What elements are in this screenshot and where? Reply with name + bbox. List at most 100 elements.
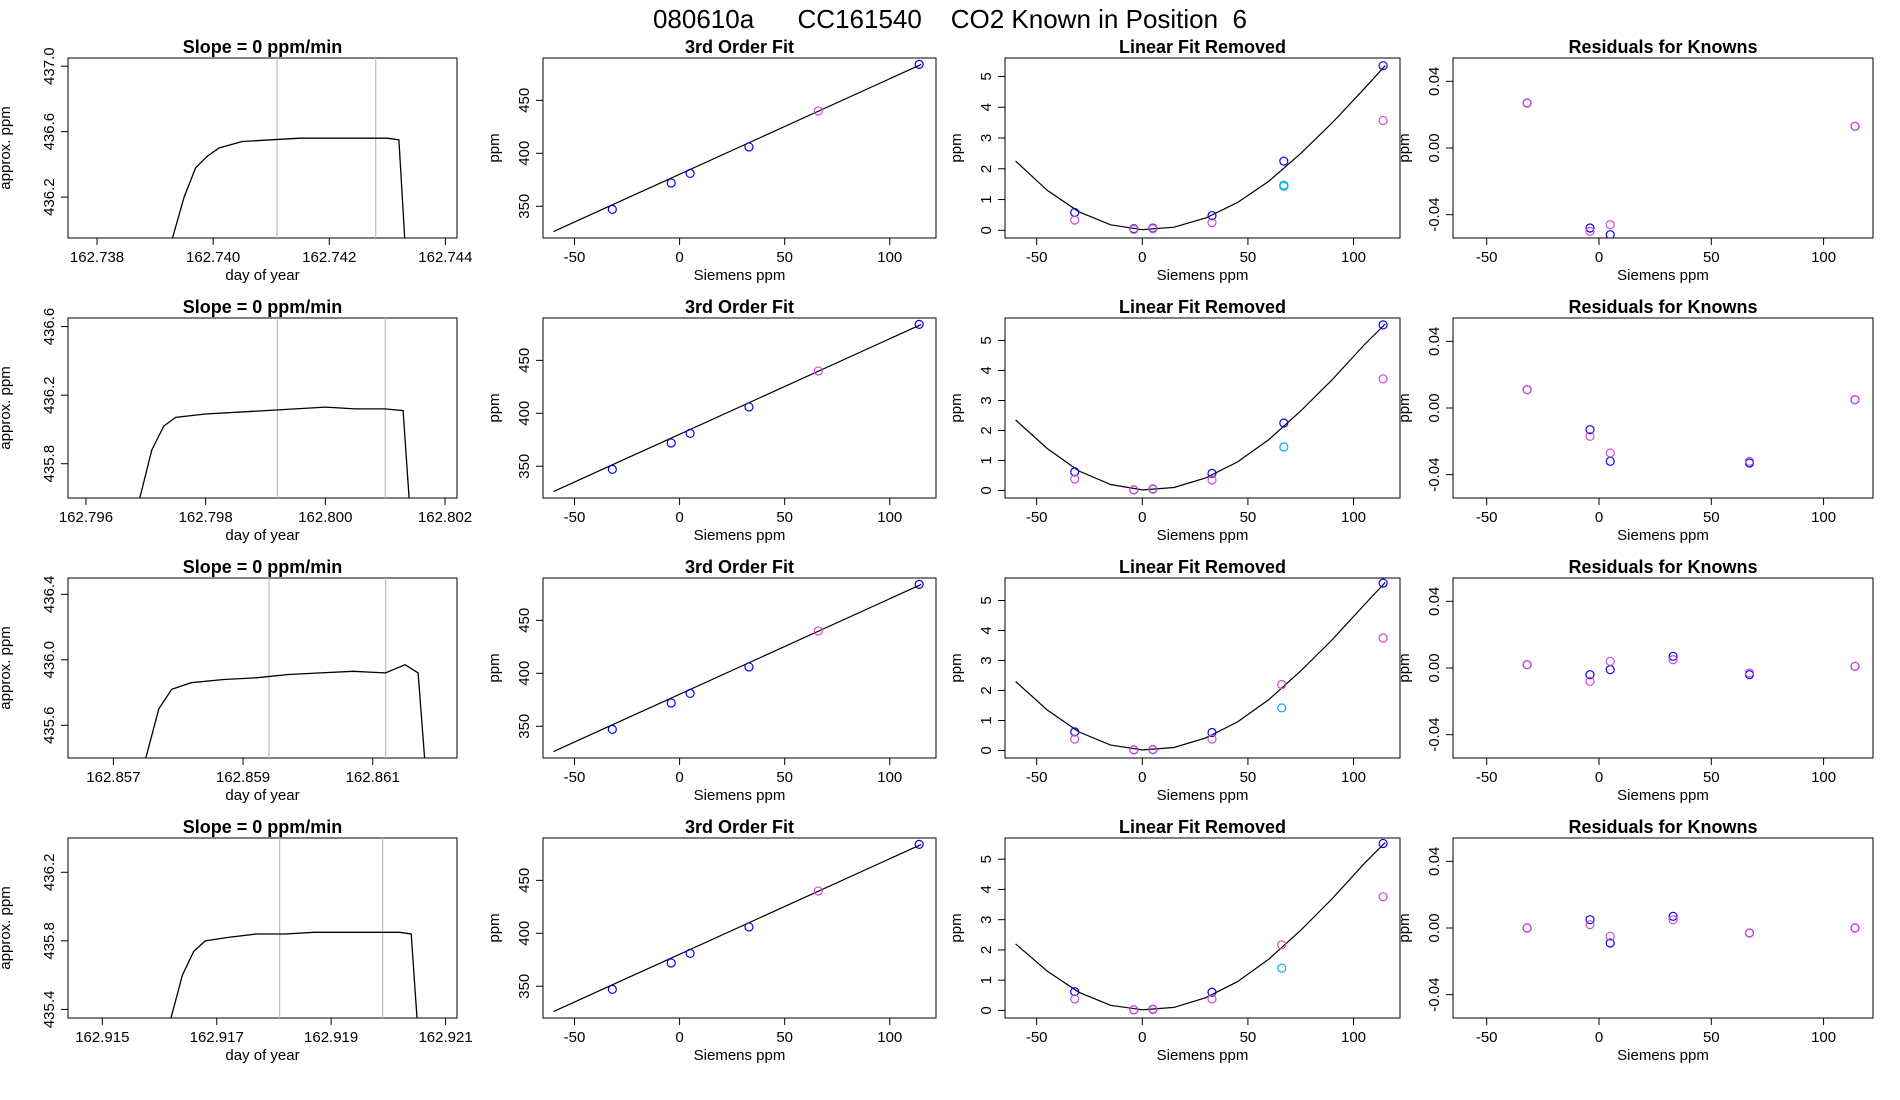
data-point-blue (914, 59, 924, 69)
data-point-blue (666, 438, 676, 448)
concentration-trace (145, 663, 426, 758)
x-tick-label: -50 (1476, 509, 1498, 526)
panel-r1-c4: Residuals for Knowns -50 0 50 100 Siemens ppm… (1396, 37, 1874, 284)
y-tick-label: 4 (978, 366, 995, 374)
x-tick-label: 50 (776, 769, 793, 786)
data-layer (1522, 98, 1860, 238)
fit-curve (553, 323, 922, 493)
data-point-magenta (1378, 892, 1388, 902)
x-tick-label: 0 (1138, 509, 1146, 526)
x-axis-label: day of year (225, 1047, 299, 1064)
y-tick-label: 0.00 (1426, 393, 1443, 422)
panel-title: Residuals for Knowns (1568, 817, 1757, 837)
x-axis-label: day of year (225, 527, 299, 544)
data-point-magenta (1605, 931, 1615, 941)
x-tick-label: 162.917 (190, 1029, 244, 1046)
y-tick-label: 436.2 (41, 178, 58, 216)
data-point-blue (1605, 665, 1615, 675)
data-point-blue (685, 948, 695, 959)
panel-title: Slope = 0 ppm/min (183, 557, 343, 577)
data-point-blue (1207, 987, 1217, 997)
y-tick-label: 0 (978, 746, 995, 754)
data-point-magenta (1744, 928, 1755, 938)
y-tick-label: 3 (978, 396, 995, 404)
y-axis-label: ppm (948, 133, 965, 162)
y-tick-label: -0.04 (1426, 718, 1443, 752)
data-point-blue (1378, 838, 1388, 849)
data-point-magenta (1148, 1004, 1158, 1015)
y-tick-label: 400 (516, 921, 533, 946)
data-point-magenta (1277, 940, 1287, 950)
y-tick-label: 436.6 (41, 113, 58, 151)
fit-curve (1015, 842, 1386, 1011)
x-axis-label: Siemens ppm (694, 267, 786, 284)
data-point-magenta (1668, 915, 1678, 925)
y-axis-label: ppm (1396, 913, 1413, 942)
data-point-magenta (1070, 474, 1080, 484)
y-tick-label: 0.04 (1426, 327, 1443, 356)
x-tick-label: 162.738 (70, 249, 124, 266)
data-point-blue (1668, 911, 1678, 921)
x-tick-label: 50 (1703, 769, 1720, 786)
y-tick-label: 2 (978, 426, 995, 434)
data-point-blue (1668, 651, 1678, 661)
x-axis-label: Siemens ppm (694, 527, 786, 544)
plot-frame (542, 57, 937, 239)
y-axis-label: approx. ppm (0, 886, 14, 969)
x-tick-label: 0 (1138, 769, 1146, 786)
x-axis-label: Siemens ppm (1617, 1047, 1709, 1064)
y-tick-label: 2 (978, 686, 995, 694)
data-point-magenta (1522, 660, 1532, 670)
panel-title: 3rd Order Fit (685, 817, 794, 837)
panel-r3-c3: Linear Fit Removed -50 0 50 100 Siemens ppm 0 1… (948, 557, 1401, 804)
data-point-blue (1605, 230, 1615, 238)
panel-r2-c1: Slope = 0 ppm/min 162.796 162.798 162.800 16… (0, 297, 472, 544)
x-tick-label: 50 (1703, 249, 1720, 266)
x-tick-label: 100 (877, 249, 902, 266)
x-tick-label: 50 (1703, 509, 1720, 526)
data-layer (171, 58, 406, 238)
x-tick-label: 100 (1811, 1029, 1836, 1046)
fit-curve (553, 583, 922, 753)
data-point-magenta (1277, 679, 1287, 690)
y-axis-label: approx. ppm (0, 626, 14, 709)
panel-title: Linear Fit Removed (1119, 297, 1286, 317)
data-layer (553, 319, 924, 493)
data-point-magenta (1148, 224, 1158, 234)
data-point-magenta (1129, 224, 1139, 234)
concentration-trace (171, 137, 406, 238)
x-tick-label: 162.796 (59, 509, 113, 526)
data-point-blue (685, 168, 695, 179)
data-point-blue (914, 579, 924, 589)
fit-curve (1015, 65, 1386, 231)
data-point-magenta (1129, 485, 1139, 495)
plot-frame (67, 577, 458, 759)
y-tick-label: 435.8 (41, 922, 58, 960)
data-point-blue (1070, 467, 1080, 477)
figure-title: 080610a CC161540 CO2 Known in Position 6 (652, 4, 1248, 34)
y-tick-label: -0.04 (1426, 978, 1443, 1012)
data-point-blue (1378, 61, 1388, 71)
data-point-magenta (1605, 220, 1615, 230)
panel-r2-c3: Linear Fit Removed -50 0 50 100 Siemens ppm 0 1… (948, 297, 1401, 544)
x-tick-label: 100 (877, 769, 902, 786)
data-point-magenta (1585, 676, 1595, 686)
panel-title: Residuals for Knowns (1568, 557, 1757, 577)
x-axis-label: Siemens ppm (1617, 527, 1709, 544)
y-tick-label: 0.04 (1426, 587, 1443, 616)
x-tick-label: -50 (564, 769, 586, 786)
y-axis-label: ppm (486, 653, 503, 682)
data-point-magenta (813, 626, 823, 636)
x-tick-label: 50 (776, 249, 793, 266)
y-tick-label: 0.00 (1426, 913, 1443, 942)
y-axis-label: ppm (948, 393, 965, 422)
y-tick-label: 450 (516, 348, 533, 373)
x-tick-label: -50 (564, 509, 586, 526)
y-tick-label: 5 (978, 596, 995, 604)
x-tick-label: 0 (675, 509, 683, 526)
data-point-cyan (1277, 703, 1287, 713)
y-tick-label: 4 (978, 885, 995, 893)
panel-r4-c1: Slope = 0 ppm/min 162.915 162.917 162.919 16… (0, 817, 473, 1064)
x-axis-label: Siemens ppm (1617, 267, 1709, 284)
data-point-blue (666, 958, 676, 968)
